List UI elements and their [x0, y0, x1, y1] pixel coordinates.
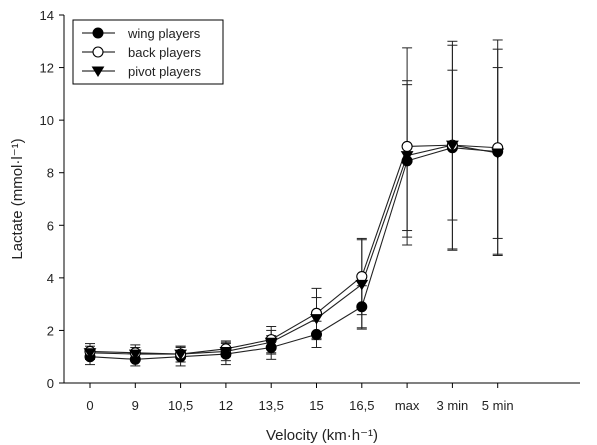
x-tick-label: max — [395, 398, 420, 413]
legend-label-wing-players: wing players — [127, 26, 201, 41]
data-point-pivot-players — [264, 337, 278, 349]
y-tick-label: 4 — [47, 271, 54, 286]
series-markers — [83, 139, 505, 365]
x-tick-label: 3 min — [437, 398, 469, 413]
legend-label-back-players: back players — [128, 45, 201, 60]
x-tick-label: 12 — [219, 398, 233, 413]
data-point-pivot-players — [174, 349, 187, 361]
data-point-wing-players — [356, 301, 368, 313]
legend-marker-back-players — [92, 46, 104, 58]
x-tick-label: 0 — [86, 398, 93, 413]
x-axis-title: Velocity (km·h⁻¹) — [266, 427, 378, 444]
data-point-pivot-players — [83, 348, 97, 359]
y-tick-label: 12 — [40, 61, 54, 76]
y-tick-label: 6 — [47, 218, 54, 233]
series-line-pivot-players — [89, 144, 498, 355]
data-point-wing-players — [311, 328, 322, 340]
series-line-wing-players — [89, 147, 498, 360]
y-axis-title: Lactate (mmol·l⁻¹) — [9, 138, 26, 259]
series-lines — [89, 144, 498, 360]
y-tick-label: 8 — [47, 166, 54, 181]
x-tick-label: 5 min — [482, 398, 514, 413]
legend: wing players back players pivot players — [72, 19, 224, 85]
legend-label-pivot-players: pivot players — [128, 64, 201, 79]
x-tick-label: 13,5 — [259, 398, 284, 413]
data-point-pivot-players — [310, 314, 323, 325]
axes: 0 2 4 6 8 10 12 14 0 9 10,5 12 13,5 15 16,5 max 3 min 5 m… — [40, 8, 580, 413]
data-point-pivot-players — [400, 151, 414, 162]
y-tick-label: 14 — [40, 8, 54, 23]
data-point-pivot-players — [491, 148, 505, 159]
y-tick-label: 10 — [40, 113, 54, 128]
data-point-pivot-players — [128, 349, 142, 361]
error-bars — [85, 39, 503, 367]
legend-marker-pivot-players — [91, 66, 105, 77]
x-tick-label: 15 — [309, 398, 323, 413]
x-tick-label: 16,5 — [349, 398, 374, 413]
x-tick-label: 10,5 — [168, 398, 193, 413]
data-point-pivot-players — [355, 279, 369, 291]
data-point-pivot-players — [446, 140, 459, 152]
y-tick-label: 2 — [47, 323, 54, 338]
y-tick-label: 0 — [47, 376, 54, 391]
legend-marker-wing-players — [92, 27, 104, 39]
data-point-pivot-players — [219, 346, 233, 358]
data-point-back-players — [401, 140, 413, 152]
series-line-back-players — [89, 144, 498, 355]
x-tick-label: 9 — [132, 398, 139, 413]
